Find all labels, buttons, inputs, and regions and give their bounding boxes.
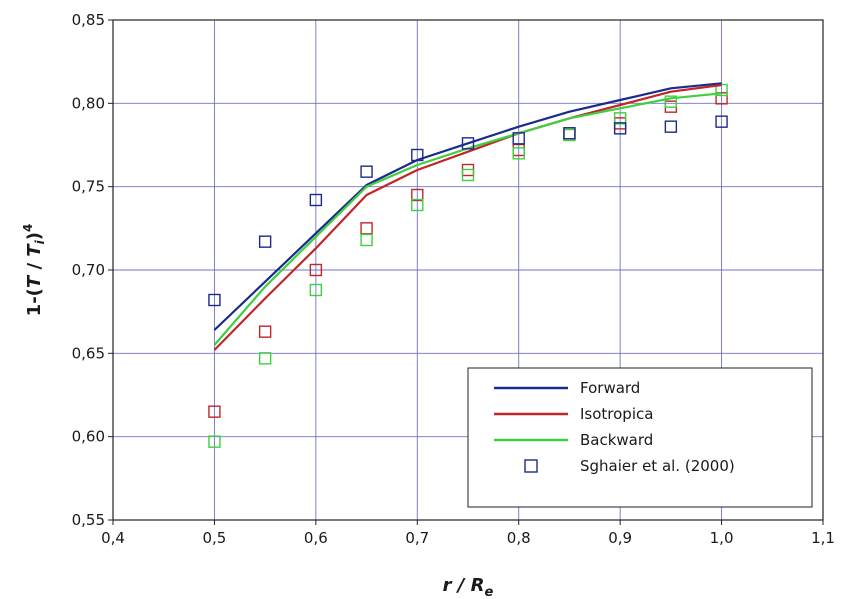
x-tick-label: 1,1 bbox=[811, 529, 835, 547]
x-tick-label: 0,7 bbox=[405, 529, 429, 547]
data-marker-extra-1 bbox=[360, 233, 373, 247]
data-marker bbox=[512, 132, 525, 145]
axes: 0,4 0,5 0,6 0,7 0,8 0,9 1,0 1,1 0,55 0,60 0,65 0,70… bbox=[72, 11, 835, 547]
y-axis-title-exp: 4 bbox=[21, 224, 35, 232]
data-marker-extra-0 bbox=[208, 405, 221, 418]
legend-label: Forward bbox=[580, 379, 640, 397]
data-marker bbox=[461, 137, 475, 150]
data-marker bbox=[258, 235, 272, 248]
y-axis-title: 1-(T / Ti)4 bbox=[21, 224, 47, 317]
y-axis-title-prefix: 1-( bbox=[24, 288, 45, 316]
data-marker-extra-0 bbox=[258, 325, 272, 338]
data-marker bbox=[208, 293, 221, 307]
data-marker-extra-0 bbox=[715, 92, 728, 105]
x-axis-title-sub: e bbox=[485, 585, 494, 599]
data-marker-extra-0 bbox=[411, 188, 424, 202]
data-marker bbox=[309, 193, 323, 207]
legend-swatch-marker bbox=[524, 459, 538, 473]
data-marker-extra-1 bbox=[411, 198, 424, 212]
x-tick-label: 0,9 bbox=[608, 529, 632, 547]
data-marker-extra-1 bbox=[309, 283, 323, 297]
data-marker-extra-1 bbox=[613, 112, 627, 125]
legend: Forward Isotropica Backward Sghaier et al. … bbox=[467, 367, 813, 508]
data-marker-extra-1 bbox=[461, 168, 475, 182]
data-marker bbox=[715, 115, 728, 128]
data-marker bbox=[563, 127, 576, 140]
y-tick-label: 0,85 bbox=[72, 11, 105, 29]
legend-box bbox=[467, 367, 813, 508]
y-tick-label: 0,55 bbox=[72, 511, 105, 529]
y-tick-label: 0,70 bbox=[72, 261, 105, 279]
y-axis-title-slash: / bbox=[24, 257, 45, 276]
y-axis-title-t: T bbox=[24, 274, 45, 288]
legend-label: Backward bbox=[580, 431, 653, 449]
x-tick-label: 1,0 bbox=[710, 529, 734, 547]
x-axis-title: r / Re bbox=[443, 575, 494, 599]
legend-label: Sghaier et al. (2000) bbox=[580, 457, 735, 475]
series-line-forward bbox=[213, 82, 722, 331]
data-marker bbox=[411, 148, 424, 162]
data-marker-extra-0 bbox=[360, 222, 373, 235]
data-marker-extra-1 bbox=[715, 83, 728, 97]
data-marker-extra-1 bbox=[512, 147, 525, 160]
y-tick-label: 0,75 bbox=[72, 178, 105, 196]
series-line-backward bbox=[213, 92, 722, 346]
y-tick-label: 0,60 bbox=[72, 428, 105, 446]
x-tick-label: 0,5 bbox=[202, 529, 226, 547]
grid bbox=[112, 19, 824, 521]
data-marker-extra-0 bbox=[309, 263, 323, 277]
series-layer bbox=[208, 82, 728, 448]
data-marker bbox=[613, 122, 627, 135]
x-tick-label: 0,4 bbox=[101, 529, 125, 547]
data-marker-extra-1 bbox=[664, 95, 678, 108]
y-axis-title-ti: T bbox=[24, 243, 45, 257]
x-axis-title-main: r / R bbox=[443, 575, 485, 596]
y-axis-title-sub-i: i bbox=[33, 239, 47, 244]
series-line-isotropica bbox=[213, 83, 722, 351]
y-tick-label: 0,80 bbox=[72, 94, 105, 112]
y-tick-label: 0,65 bbox=[72, 344, 105, 362]
data-marker bbox=[664, 120, 678, 133]
data-marker-extra-1 bbox=[258, 352, 272, 365]
data-marker bbox=[360, 165, 373, 178]
x-tick-label: 0,8 bbox=[507, 529, 531, 547]
y-axis-title-close: ) bbox=[24, 232, 45, 240]
legend-label: Isotropica bbox=[580, 405, 653, 423]
data-marker-extra-1 bbox=[208, 435, 221, 448]
x-tick-label: 0,6 bbox=[304, 529, 328, 547]
